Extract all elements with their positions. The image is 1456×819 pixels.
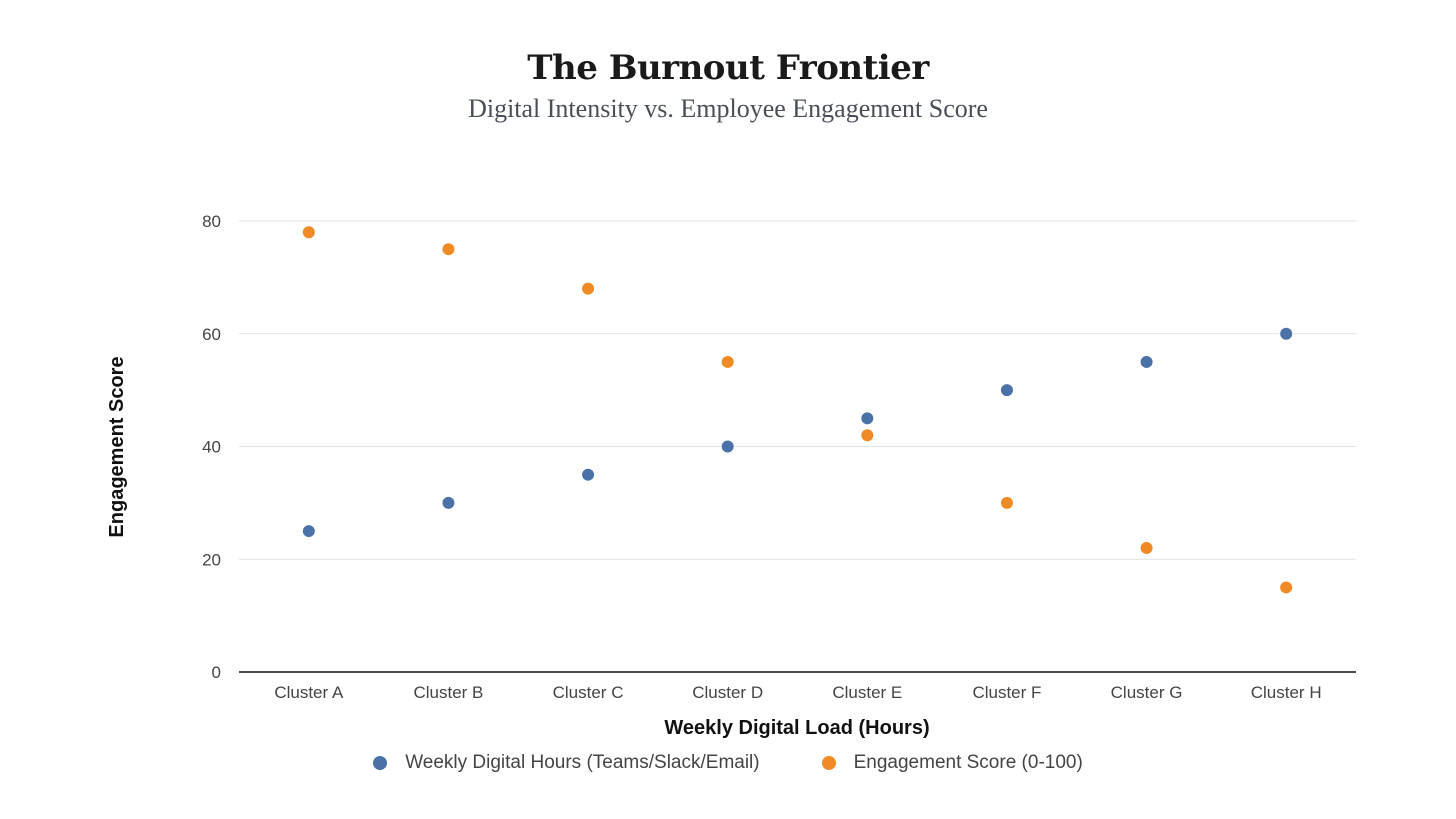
legend: Weekly Digital Hours (Teams/Slack/Email)… [0, 752, 1456, 774]
data-point[interactable] [441, 495, 456, 510]
x-tick-label: Cluster F [972, 683, 1041, 702]
data-point[interactable] [860, 411, 875, 426]
data-point[interactable] [720, 439, 735, 454]
data-point[interactable] [860, 428, 875, 443]
data-point[interactable] [1139, 540, 1154, 555]
x-tick-label: Cluster D [692, 683, 763, 702]
data-point[interactable] [999, 495, 1014, 510]
y-tick-label: 20 [202, 550, 221, 569]
legend-item-digital-hours[interactable]: Weekly Digital Hours (Teams/Slack/Email) [373, 752, 760, 774]
x-tick-label: Cluster G [1111, 683, 1183, 702]
legend-label: Weekly Digital Hours (Teams/Slack/Email) [405, 752, 760, 773]
data-point[interactable] [441, 242, 456, 257]
x-tick-label: Cluster E [832, 683, 902, 702]
legend-marker-icon [373, 756, 388, 770]
x-axis-title: Weekly Digital Load (Hours) [664, 717, 929, 739]
data-point[interactable] [1279, 580, 1294, 595]
x-tick-label: Cluster A [274, 683, 344, 702]
y-tick-label: 60 [202, 325, 221, 344]
y-tick-label: 40 [202, 438, 221, 457]
x-tick-label: Cluster B [413, 683, 483, 702]
legend-item-engagement[interactable]: Engagement Score (0-100) [821, 752, 1083, 774]
y-axis-title: Engagement Score [106, 356, 128, 537]
data-point[interactable] [1279, 326, 1294, 341]
data-point[interactable] [301, 524, 316, 539]
chart-title: The Burnout Frontier [527, 48, 929, 88]
data-point[interactable] [581, 467, 596, 482]
data-point[interactable] [999, 383, 1014, 398]
data-point[interactable] [581, 281, 596, 296]
x-tick-label: Cluster C [553, 683, 624, 702]
legend-marker-icon [821, 756, 836, 770]
x-tick-label: Cluster H [1251, 683, 1322, 702]
data-point[interactable] [1139, 354, 1154, 369]
data-point[interactable] [301, 225, 316, 240]
data-point[interactable] [720, 354, 735, 369]
y-tick-label: 0 [212, 663, 221, 682]
chart-subtitle: Digital Intensity vs. Employee Engagemen… [468, 94, 988, 123]
y-tick-label: 80 [202, 212, 221, 231]
legend-label: Engagement Score (0-100) [853, 752, 1083, 773]
